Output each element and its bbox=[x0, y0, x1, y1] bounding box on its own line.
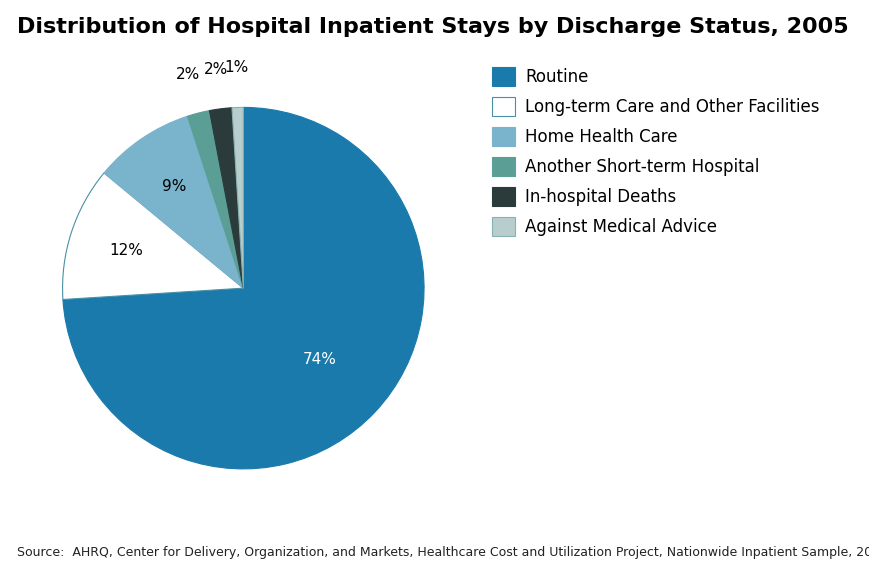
Text: 1%: 1% bbox=[224, 60, 249, 75]
Text: Source:  AHRQ, Center for Delivery, Organization, and Markets, Healthcare Cost a: Source: AHRQ, Center for Delivery, Organ… bbox=[17, 546, 869, 559]
Text: Distribution of Hospital Inpatient Stays by Discharge Status, 2005: Distribution of Hospital Inpatient Stays… bbox=[17, 17, 849, 37]
Wedge shape bbox=[63, 107, 424, 469]
Wedge shape bbox=[63, 173, 243, 299]
Text: 12%: 12% bbox=[109, 243, 143, 258]
Wedge shape bbox=[209, 108, 243, 288]
Text: 74%: 74% bbox=[302, 353, 336, 367]
Wedge shape bbox=[188, 111, 243, 288]
Text: 2%: 2% bbox=[176, 67, 201, 82]
Wedge shape bbox=[104, 116, 243, 288]
Text: 9%: 9% bbox=[162, 179, 187, 194]
Legend: Routine, Long-term Care and Other Facilities, Home Health Care, Another Short-te: Routine, Long-term Care and Other Facili… bbox=[487, 62, 825, 241]
Text: 2%: 2% bbox=[203, 62, 228, 77]
Wedge shape bbox=[232, 107, 243, 288]
